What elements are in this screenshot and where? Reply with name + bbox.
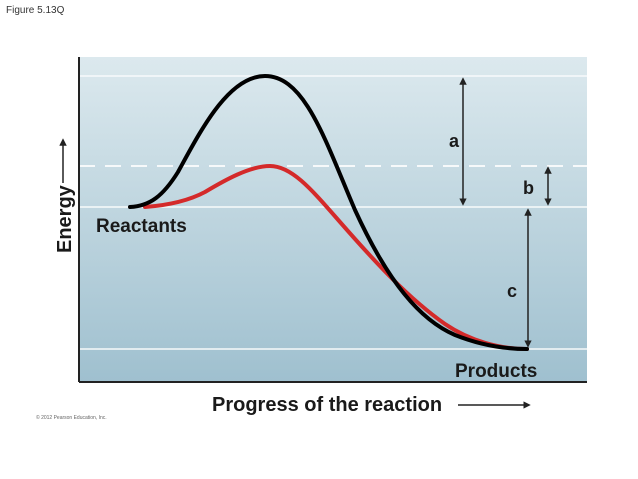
- x-axis-label: Progress of the reaction: [212, 394, 442, 416]
- uncatalyzed-curve: [128, 73, 529, 351]
- y-axis-label: Energy: [54, 184, 76, 253]
- label-c: c: [507, 281, 517, 301]
- reactants-label: Reactants: [96, 216, 187, 237]
- products-label: Products: [455, 361, 537, 382]
- label-a: a: [449, 131, 460, 151]
- plot-panel: [79, 57, 587, 382]
- figure-label: Figure 5.13Q: [6, 5, 65, 16]
- catalyzed-curve: [143, 163, 529, 351]
- label-b: b: [523, 178, 534, 198]
- copyright-notice: © 2012 Pearson Education, Inc.: [36, 415, 107, 421]
